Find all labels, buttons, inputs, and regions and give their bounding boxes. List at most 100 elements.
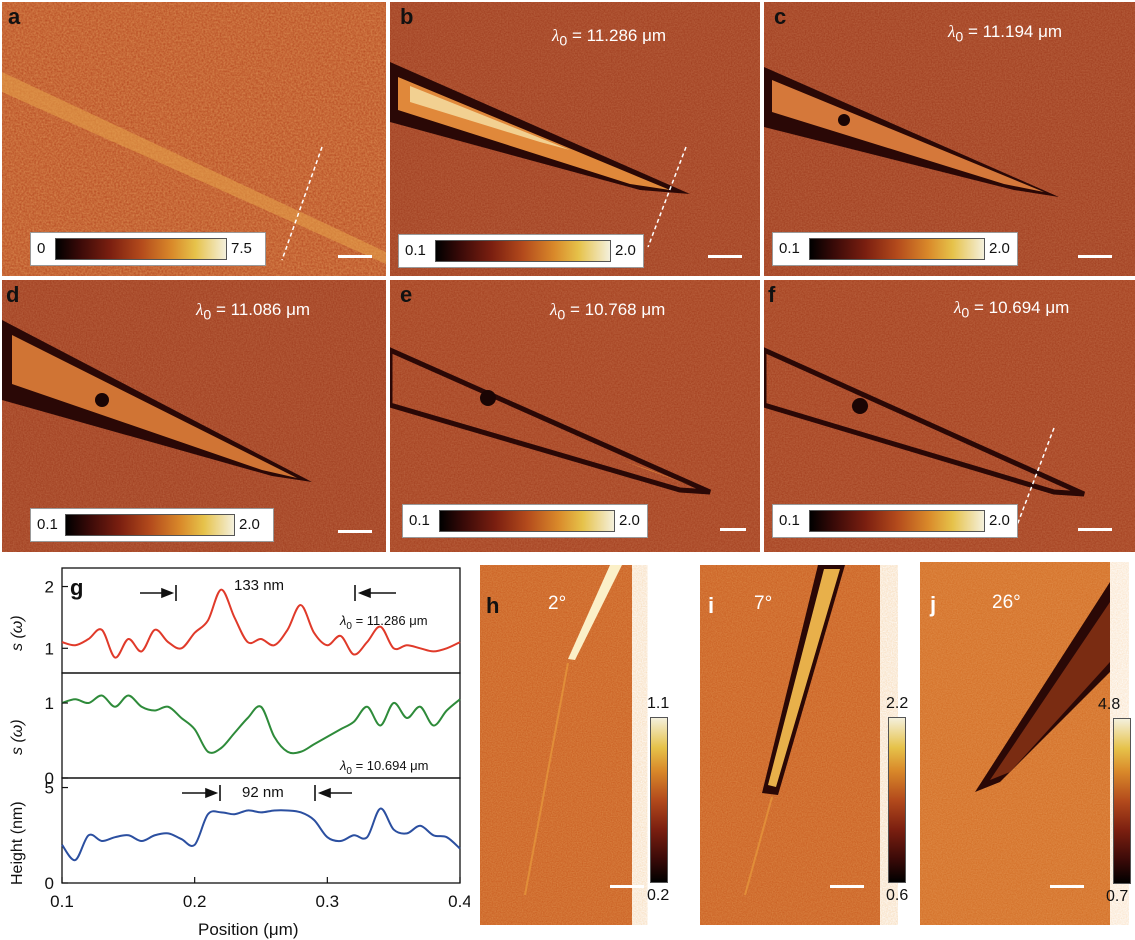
panel-b-cbar-max: 2.0 — [615, 242, 636, 259]
panel-a-label: a — [8, 4, 21, 29]
lambda-symbol: λ — [196, 300, 204, 319]
panel-i-cbar-max: 2.2 — [886, 695, 909, 712]
panel-i-scalebar — [830, 885, 864, 888]
top-wavelength-value: 11.286 μm — [367, 613, 428, 628]
plot-frame-bottom — [61, 777, 461, 884]
panel-d-label: d — [6, 282, 20, 307]
lambda-equals: = — [969, 298, 989, 317]
panel-h-label: h — [486, 593, 500, 618]
panel-f-wavelength-value: 10.694 μm — [988, 298, 1070, 317]
lambda-equals: = — [211, 300, 231, 319]
panel-d-scalebar — [338, 530, 372, 533]
panel-b: b λ0 = 11.286 μm 0.1 2.0 — [390, 2, 760, 276]
panel-c-colorbar: 0.1 2.0 — [772, 232, 1018, 266]
lambda-subscript: 0 — [955, 29, 964, 46]
panel-b-image — [390, 2, 760, 276]
top-annotation: 133 nm — [234, 577, 284, 594]
panel-f-cbar-gradient — [809, 510, 985, 532]
panel-f: f λ0 = 10.694 μm 0.1 2.0 — [764, 280, 1135, 552]
panel-j-cbar-max: 4.8 — [1098, 696, 1121, 713]
panel-g-label: g — [70, 575, 83, 600]
ytick-label-bottom: 0 — [45, 874, 54, 893]
panel-c-label: c — [774, 4, 787, 29]
panel-c-cbar-max: 2.0 — [989, 240, 1010, 257]
panel-e: e λ0 = 10.768 μm 0.1 2.0 — [390, 280, 760, 552]
panel-b-cbar-gradient — [435, 240, 611, 262]
panel-j-angle: 26° — [992, 592, 1021, 613]
panel-d-image — [2, 280, 386, 552]
panel-b-wavelength: λ0 = 11.286 μm — [552, 26, 666, 49]
lambda-subscript: 0 — [559, 33, 568, 50]
panel-a: a 0 7.5 — [2, 2, 386, 276]
panel-a-image — [2, 2, 386, 276]
bottom-arrows — [182, 785, 352, 801]
ylabel-bottom: Height (nm) — [9, 801, 26, 885]
ytick-label-top: 1 — [45, 639, 54, 658]
lambda-equals: = — [352, 758, 367, 773]
panel-d-colorbar: 0.1 2.0 — [30, 508, 274, 542]
panel-e-wavelength: λ0 = 10.768 μm — [550, 300, 665, 323]
xtick-label: 0.4 — [448, 892, 470, 911]
panel-c-scalebar — [1078, 255, 1112, 258]
panel-d-wavelength-value: 11.086 μm — [230, 300, 311, 319]
panel-j-colorbar — [1113, 718, 1131, 884]
ytick-label-top: 2 — [45, 578, 54, 597]
ytick-label-mid: 0 — [45, 769, 54, 788]
panel-e-label: e — [400, 282, 413, 307]
panel-e-cbar-min: 0.1 — [409, 512, 430, 529]
panel-e-cbar-gradient — [439, 510, 615, 532]
lambda-symbol: λ — [954, 298, 962, 317]
lambda-subscript: 0 — [557, 307, 566, 324]
panel-e-scalebar — [720, 528, 746, 531]
panel-i-image — [700, 565, 880, 925]
ylabel-top: s (ω) — [9, 615, 26, 651]
top-arrows — [140, 585, 396, 601]
panel-f-wavelength: λ0 = 10.694 μm — [954, 298, 1069, 321]
panel-h-scalebar — [610, 885, 644, 888]
panel-i-label: i — [708, 593, 715, 618]
panel-a-scalebar — [338, 255, 372, 258]
lambda-equals: = — [565, 300, 585, 319]
panel-b-cbar-min: 0.1 — [405, 242, 426, 259]
lambda-symbol: λ — [552, 26, 560, 45]
lambda-equals: = — [963, 22, 983, 41]
panel-j-cbar-min: 0.7 — [1106, 888, 1129, 905]
ytick-label-mid: 1 — [45, 694, 54, 713]
lambda-symbol: λ — [948, 22, 956, 41]
panel-c-wavelength: λ0 = 11.194 μm — [948, 22, 1062, 45]
xtick-label: 0.2 — [183, 892, 207, 911]
panel-h-cbar-min: 0.2 — [647, 887, 670, 904]
panel-a-cbar-gradient — [55, 238, 227, 260]
panel-d-wavelength: λ0 = 11.086 μm — [196, 300, 310, 323]
panel-f-scalebar — [1078, 528, 1112, 531]
panel-i: i 7° 2.2 0.6 — [700, 565, 920, 925]
panel-d-cbar-min: 0.1 — [37, 516, 58, 533]
panel-f-colorbar: 0.1 2.0 — [772, 504, 1018, 538]
series-bottom-line — [61, 807, 461, 862]
panel-i-angle: 7° — [754, 593, 773, 614]
panel-j-label: j — [930, 592, 937, 617]
panel-h: h 2° 1.1 0.2 — [480, 565, 675, 925]
panel-d-cbar-max: 2.0 — [239, 516, 260, 533]
lambda-equals: = — [352, 613, 367, 628]
bottom-annotation: 92 nm — [242, 784, 284, 801]
panel-c-cbar-gradient — [809, 238, 985, 260]
panel-a-colorbar: 0 7.5 — [30, 232, 266, 266]
lambda-symbol: λ — [339, 758, 346, 773]
panel-j-scalebar — [1050, 885, 1084, 888]
panel-c-cbar-min: 0.1 — [779, 240, 800, 257]
panel-h-angle: 2° — [548, 593, 567, 614]
panel-b-colorbar: 0.1 2.0 — [398, 234, 644, 268]
top-wavelength: λ0 = 11.286 μm — [339, 613, 428, 632]
xtick-label: 0.1 — [50, 892, 74, 911]
panel-e-wavelength-value: 10.768 μm — [584, 300, 666, 319]
panel-b-scalebar — [708, 255, 742, 258]
panel-a-cbar-max: 7.5 — [231, 240, 252, 257]
panel-g: 1 2 0 1 0 5 0.1 0.2 0.3 0.4 g 133 nm λ0 = 11.286 … — [0, 555, 470, 940]
panel-a-cbar-min: 0 — [37, 240, 46, 257]
series-mid-line — [61, 694, 461, 755]
panel-j-image — [920, 562, 1110, 925]
panel-c-image — [764, 2, 1135, 276]
panel-b-label: b — [400, 4, 414, 29]
